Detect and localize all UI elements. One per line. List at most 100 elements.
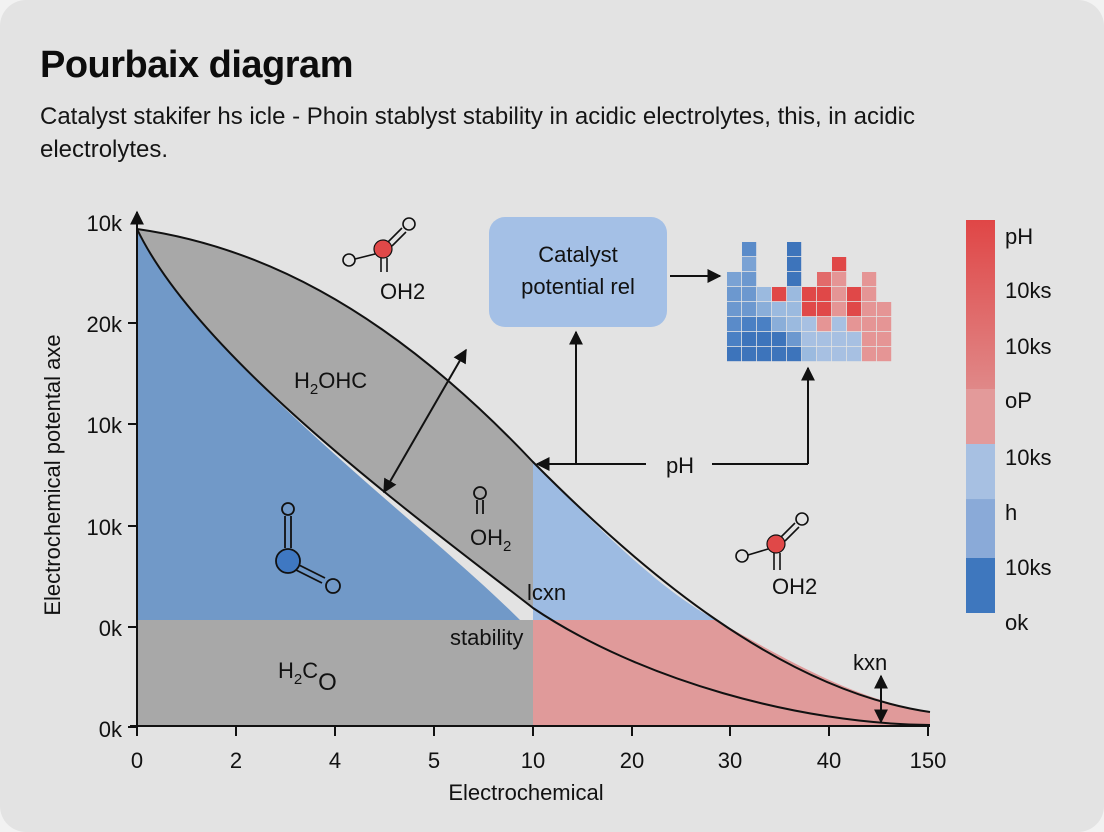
gray-bottom-region [137, 620, 533, 725]
upper-boundary-curve [136, 228, 931, 713]
heatmap-cell [862, 287, 877, 302]
heatmap-cell [727, 317, 742, 332]
heatmap-cell [757, 347, 772, 362]
heatmap-cell [787, 302, 802, 317]
heatmap-cell [802, 347, 817, 362]
heatmap-cell [817, 317, 832, 332]
subtitle: Catalyst stakifer hs icle - Phoin stably… [40, 103, 916, 163]
heatmap-cell [877, 347, 892, 362]
heatmap-cell [727, 332, 742, 347]
page-title: Pourbaix diagram [40, 44, 353, 86]
heatmap-cell [742, 302, 757, 317]
gray-band-region [137, 229, 533, 608]
callout-line2: potential rel [521, 274, 635, 299]
heatmap-cell [742, 272, 757, 287]
ph-connector [535, 330, 815, 471]
x-tick-label: 30 [718, 748, 742, 773]
colorbar-label: 10ks [1005, 278, 1051, 303]
heatmap-cell [877, 332, 892, 347]
heatmap-cell [877, 302, 892, 317]
heatmap-cell [832, 347, 847, 362]
callout-line1: Catalyst [538, 242, 617, 267]
colorbar-label: ok [1005, 610, 1029, 635]
heatmap-cell [832, 287, 847, 302]
x-tick-label: 5 [428, 748, 440, 773]
x-tick-label: 2 [230, 748, 242, 773]
x-tick-label: 20 [620, 748, 644, 773]
heatmap-cell [817, 302, 832, 317]
y-tick-label: 0k [99, 717, 123, 742]
heatmap-cell [832, 302, 847, 317]
heatmap-cell [802, 332, 817, 347]
heatmap-cell [742, 317, 757, 332]
colorbar-label: 10ks [1005, 334, 1051, 359]
heatmap-cell [772, 317, 787, 332]
lcxn-label: lcxn [527, 580, 566, 605]
light-blue-region [533, 462, 716, 620]
y-axis-title: Electrochemical potental axe [40, 334, 65, 615]
x-axis-title: Electrochemical [448, 780, 603, 805]
pink-region [533, 620, 930, 725]
colorbar-label: oP [1005, 388, 1032, 413]
heatmap-cell [817, 332, 832, 347]
stability-label: stability [450, 625, 523, 650]
heatmap-cell [862, 272, 877, 287]
colorbar-label: pH [1005, 224, 1033, 249]
heatmap-cell [742, 287, 757, 302]
heatmap-cell [802, 287, 817, 302]
heatmap-cell [727, 287, 742, 302]
heatmap-cell [862, 317, 877, 332]
colorbar-label: 10ks [1005, 555, 1051, 580]
heatmap-cell [772, 332, 787, 347]
y-tick-label: 10k [87, 515, 123, 540]
heatmap-cell [787, 272, 802, 287]
heatmap-cell [742, 347, 757, 362]
heatmap-cell [787, 317, 802, 332]
heatmap-cell [727, 347, 742, 362]
heatmap-cell [772, 287, 787, 302]
heatmap-cell [772, 302, 787, 317]
heatmap-cell [817, 287, 832, 302]
heatmap-cell [757, 287, 772, 302]
heatmap-cell [817, 347, 832, 362]
heatmap-cell [787, 347, 802, 362]
colorbar-segment [966, 220, 995, 389]
colorbar-segment [966, 557, 995, 613]
svg-text:OH2: OH2 [380, 279, 425, 304]
y-tick-label: 20k [87, 312, 123, 337]
callout-box [489, 217, 667, 327]
heatmap-cell [742, 242, 757, 257]
heatmap-cell [832, 332, 847, 347]
top-molecule-icon: OH2 [342, 217, 425, 304]
heatmap-cell [847, 347, 862, 362]
heatmap-cell [802, 302, 817, 317]
heatmap-cell [817, 272, 832, 287]
heatmap-cell [847, 302, 862, 317]
blue-region [137, 229, 520, 620]
kxn-label: kxn [853, 650, 887, 675]
heatmap-cell [727, 272, 742, 287]
heatmap-cell [757, 317, 772, 332]
heatmap-cell [847, 317, 862, 332]
heatmap-cell [847, 332, 862, 347]
heatmap-cell [862, 332, 877, 347]
right-molecule-icon: OH2 [735, 512, 817, 599]
colorbar-label: 10ks [1005, 445, 1051, 470]
heatmap-cell [832, 257, 847, 272]
heatmap-cell [862, 302, 877, 317]
y-tick-label: 0k [99, 616, 123, 641]
x-ticks: 0 2 4 5 10 20 30 40 150 [131, 726, 946, 773]
x-tick-label: 40 [817, 748, 841, 773]
colorbar-label: h [1005, 500, 1017, 525]
x-tick-label: 150 [910, 748, 947, 773]
heatmap-cell [727, 302, 742, 317]
heatmap-cell [742, 257, 757, 272]
colorbar-segment [966, 444, 995, 500]
x-tick-label: 0 [131, 748, 143, 773]
heatmap-cell [787, 287, 802, 302]
heatmap-cell [757, 332, 772, 347]
heatmap-cell [772, 347, 787, 362]
heatmap-cell [757, 302, 772, 317]
colorbar-segment [966, 500, 995, 558]
